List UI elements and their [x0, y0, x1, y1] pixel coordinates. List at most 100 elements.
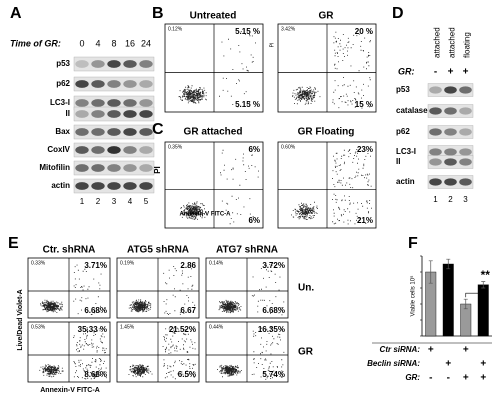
- blot-band: [444, 158, 457, 166]
- blot-band: [139, 60, 153, 68]
- blot-row-label: CoxIV: [47, 145, 70, 154]
- blot-band: [139, 110, 153, 118]
- blot-band: [139, 146, 153, 154]
- error-bar: [481, 281, 486, 289]
- row-label: Un.: [298, 283, 314, 294]
- quadrant-percent: 0.60%: [281, 144, 296, 150]
- quadrant-percent: 6.68%: [84, 306, 107, 315]
- blot-band: [91, 60, 105, 68]
- lane-number: 4: [128, 197, 133, 206]
- blot-band: [459, 148, 472, 156]
- blot-row-label: catalase: [396, 106, 428, 115]
- error-bar: [463, 298, 468, 310]
- blot-band: [91, 146, 105, 154]
- y-axis-label: Live/Dead Violet-A: [17, 289, 24, 350]
- blot-row-label: LC3-I: [396, 147, 416, 156]
- blot-band: [429, 148, 442, 156]
- y-axis-label: PI: [153, 166, 162, 174]
- quadrant-percent: 8.68%: [84, 370, 107, 379]
- quadrant-percent: 6.68%: [262, 306, 285, 315]
- quadrant-percent: 6.67: [180, 306, 196, 315]
- condition-label: Beclin siRNA:: [367, 359, 420, 368]
- blot-band: [139, 99, 153, 107]
- blot-band: [429, 86, 442, 94]
- y-axis-label: PI: [269, 43, 275, 48]
- scatter-dots: [291, 149, 372, 225]
- blot-band: [123, 164, 137, 172]
- quadrant-percent: 0.35%: [168, 144, 183, 150]
- blot-band: [91, 80, 105, 88]
- quadrant-percent: 2.86: [180, 261, 196, 270]
- condition-label: Ctr siRNA:: [380, 345, 421, 354]
- quadrant-percent: 0.53%: [31, 324, 46, 330]
- blot-band: [429, 178, 442, 186]
- blot-row-label: Mitofilin: [39, 163, 70, 172]
- blot-band: [123, 60, 137, 68]
- significance-bracket: [465, 292, 484, 298]
- quadrant-percent: 5.15 %: [235, 100, 260, 109]
- quadrant-percent: 0.19%: [120, 260, 135, 266]
- lane-number: 3: [112, 197, 117, 206]
- blot-band: [459, 86, 472, 94]
- column-title: ATG5 shRNA: [127, 245, 189, 256]
- condition-sign: -: [429, 373, 432, 384]
- time-value: 0: [79, 38, 84, 48]
- blot-band: [429, 128, 442, 136]
- blot-band: [75, 182, 89, 190]
- blot-band: [444, 86, 457, 94]
- blot-band: [107, 182, 121, 190]
- condition-sign: +: [428, 345, 434, 356]
- scatter-dots: [217, 327, 285, 380]
- blot-band: [139, 164, 153, 172]
- panel-label: B: [152, 5, 164, 22]
- blot-row-label: II: [396, 157, 400, 166]
- quadrant-percent: 0.12%: [168, 26, 183, 32]
- error-bar: [446, 258, 451, 270]
- blot-row-label: p53: [56, 59, 70, 68]
- quadrant-percent: 3.42%: [281, 26, 296, 32]
- quadrant-percent: 21%: [357, 216, 373, 225]
- quadrant-percent: 0.14%: [209, 260, 224, 266]
- blot-band: [139, 80, 153, 88]
- blot-band: [91, 99, 105, 107]
- quadrant-percent: 0.33%: [31, 260, 46, 266]
- blot-band: [107, 146, 121, 154]
- blot-band: [444, 148, 457, 156]
- bar: [477, 284, 489, 337]
- lane-number: 3: [463, 195, 468, 204]
- panel-label: E: [8, 235, 19, 252]
- blot-band: [444, 107, 457, 115]
- x-axis-label: Annexin-V FITC-A: [40, 387, 100, 394]
- blot-band: [107, 128, 121, 136]
- blot-band: [429, 158, 442, 166]
- blot-band: [75, 128, 89, 136]
- condition-sign: +: [445, 359, 451, 370]
- quadrant-percent: 3.72%: [262, 261, 285, 270]
- time-value: 8: [111, 38, 116, 48]
- column-header: floating: [463, 32, 472, 58]
- treatment-sign: -: [434, 67, 437, 78]
- blot-row-label: actin: [396, 177, 415, 186]
- lane-number: 1: [433, 195, 438, 204]
- column-header: attached: [433, 27, 442, 58]
- blot-band: [107, 80, 121, 88]
- scatter-dots: [128, 266, 196, 315]
- quadrant-percent: 5.74%: [262, 370, 285, 379]
- blot-band: [459, 107, 472, 115]
- quadrant-percent: 6%: [248, 216, 260, 225]
- column-title: Ctr. shRNA: [43, 245, 96, 256]
- quadrant-percent: 3.71%: [84, 261, 107, 270]
- blot-row-label: p62: [396, 127, 410, 136]
- blot-band: [123, 146, 137, 154]
- blot-band: [139, 128, 153, 136]
- condition-sign: +: [480, 373, 486, 384]
- blot-band: [91, 182, 105, 190]
- lane-number: 2: [448, 195, 453, 204]
- error-bar: [428, 260, 433, 284]
- blot-band: [107, 60, 121, 68]
- quadrant-percent: 15 %: [355, 100, 373, 109]
- blot-band: [444, 178, 457, 186]
- blot-band: [107, 99, 121, 107]
- blot-row-label: p53: [396, 85, 410, 94]
- blot-band: [123, 110, 137, 118]
